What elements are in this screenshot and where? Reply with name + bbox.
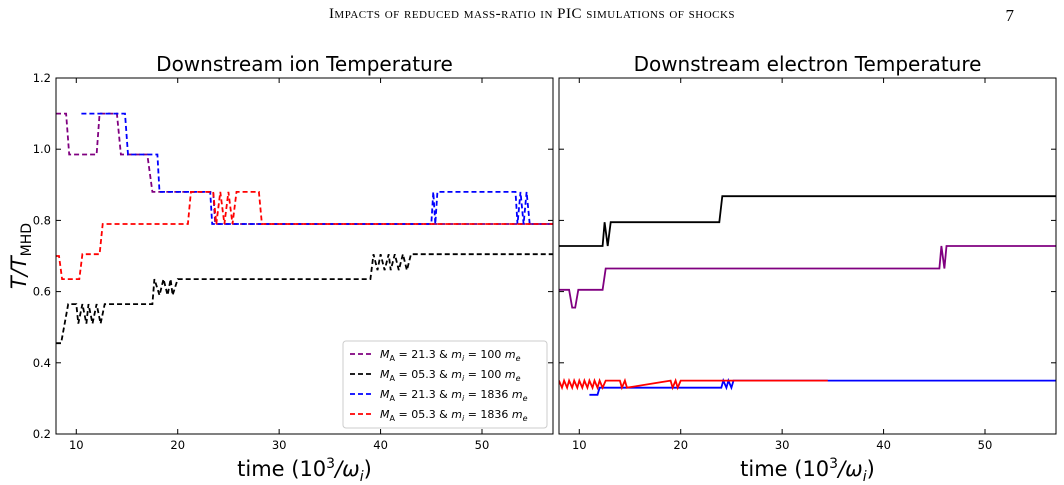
- y-axis-label: T/TMHD: [7, 223, 35, 289]
- x-tick-label: 10: [572, 438, 587, 452]
- x-tick-label: 20: [170, 438, 185, 452]
- series-group: [559, 195, 1056, 396]
- running-title: Impacts of reduced mass-ratio in PIC sim…: [328, 6, 736, 22]
- x-tick-label: 50: [978, 438, 993, 452]
- legend-label: MA = 05.3 & mi = 100 me: [380, 368, 521, 383]
- x-axis-label: time (103/ωi): [237, 456, 372, 485]
- series-line-purple: [559, 245, 1056, 309]
- series-group: [56, 112, 553, 345]
- page-number: 7: [1005, 6, 1015, 25]
- y-tick-label: 1.2: [33, 71, 51, 85]
- x-axis-label: time (103/ωi): [740, 456, 875, 485]
- x-tick-label: 10: [69, 438, 84, 452]
- series-line-blue: [589, 377, 1056, 396]
- plot-frame: [55, 77, 554, 435]
- series-line-black: [559, 195, 1056, 247]
- series-line-red: [559, 377, 828, 391]
- series-line-purple: [56, 112, 553, 225]
- plot-frame: [558, 77, 1057, 435]
- y-tick-label: 1.0: [33, 142, 51, 156]
- y-tick-label: 0.8: [33, 213, 51, 227]
- series-line-black: [56, 253, 553, 345]
- y-tick-label: 0.4: [33, 356, 51, 370]
- series-line-red: [56, 191, 553, 280]
- legend-frame: [342, 340, 548, 429]
- x-tick-label: 40: [373, 438, 388, 452]
- legend-label: MA = 21.3 & mi = 100 me: [380, 348, 521, 363]
- ion-temperature-panel: 10 20 30 40 50 0.2 0.4 0.6 0.8 1.0 1.2 Downstream i…: [7, 52, 554, 485]
- legend: MA = 21.3 & mi = 100 me MA = 05.3 & mi = …: [342, 340, 548, 429]
- legend-label: MA = 21.3 & mi = 1836 me: [380, 388, 528, 403]
- chart-title: Downstream electron Temperature: [634, 52, 982, 76]
- chart-title: Downstream ion Temperature: [156, 52, 453, 76]
- y-tick-label: 0.2: [33, 427, 51, 441]
- x-tick-label: 30: [272, 438, 287, 452]
- x-tick-label: 50: [475, 438, 490, 452]
- legend-label: MA = 05.3 & mi = 1836 me: [380, 408, 528, 423]
- running-head: Impacts of reduced mass-ratio in PIC sim…: [0, 6, 1064, 28]
- x-tick-label: 40: [876, 438, 891, 452]
- x-tick-label: 20: [673, 438, 688, 452]
- series-line-blue: [81, 112, 553, 225]
- x-tick-label: 30: [775, 438, 790, 452]
- electron-temperature-panel: 10 20 30 40 50 Downstream electron Temperatur…: [558, 52, 1057, 485]
- y-tick-label: 0.6: [33, 285, 51, 299]
